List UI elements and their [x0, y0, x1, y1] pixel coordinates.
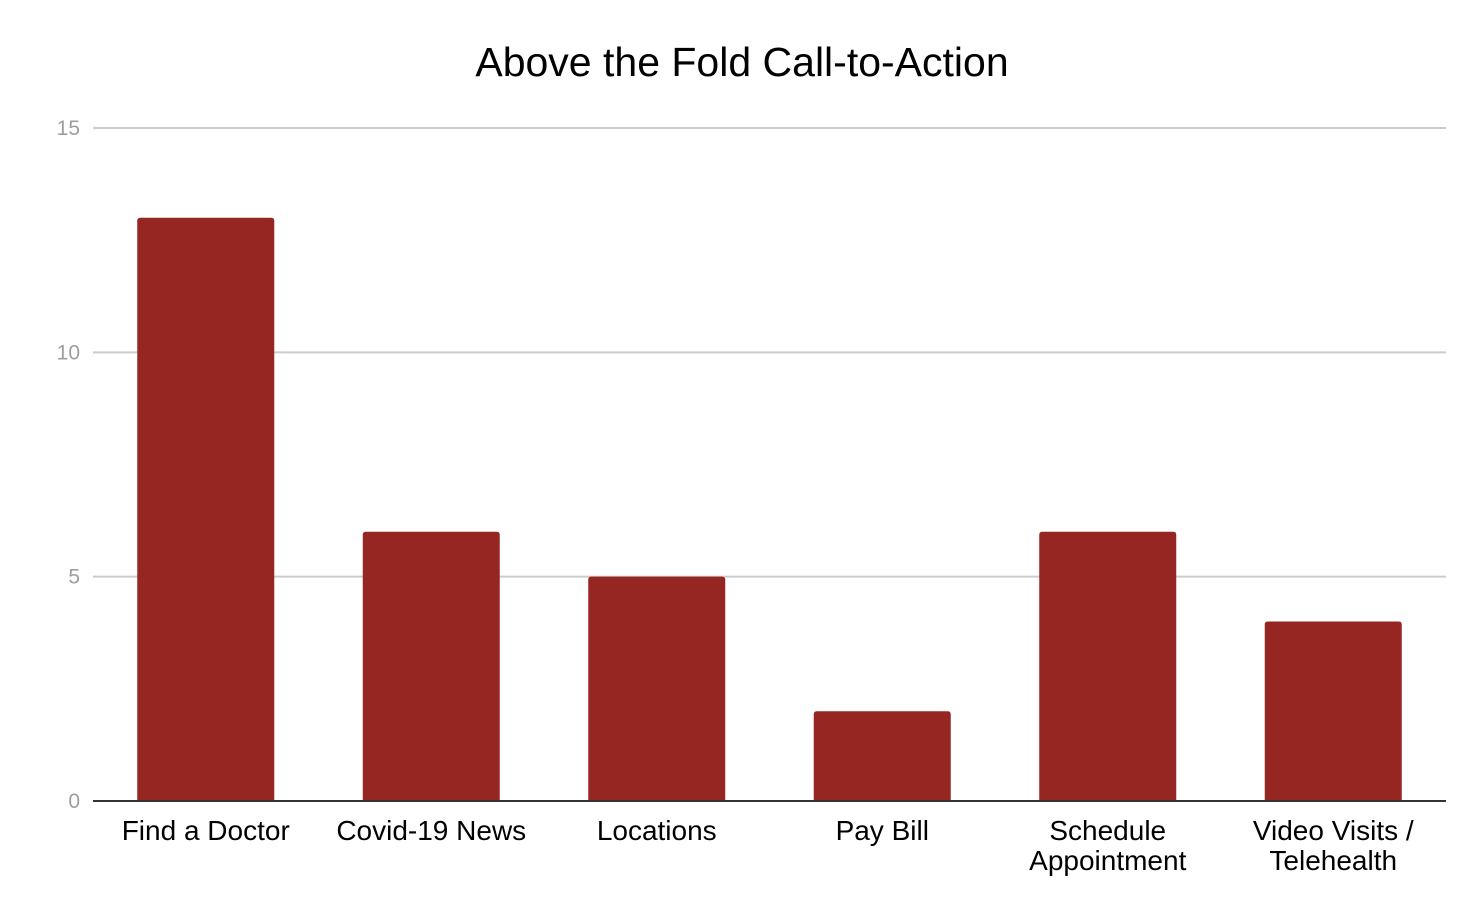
bar: [1039, 531, 1177, 801]
x-tick-label: Schedule Appointment: [1029, 815, 1186, 876]
x-tick-label-line: Covid-19 News: [336, 815, 526, 846]
y-axis-ticks: 0 5 10 15: [57, 117, 80, 813]
x-tick-label: Covid-19 News: [336, 815, 526, 846]
chart-title: Above the Fold Call-to-Action: [475, 39, 1008, 85]
x-tick-label-line: Video Visits /: [1253, 815, 1414, 846]
bar: [137, 217, 275, 801]
bar: [1264, 621, 1402, 801]
x-tick-label-line: Locations: [597, 815, 717, 846]
x-tick-label-line: Schedule: [1049, 815, 1166, 846]
bars: [137, 217, 1402, 801]
x-tick-label-line: Telehealth: [1269, 845, 1397, 876]
x-tick-label: Locations: [597, 815, 717, 846]
bar: [813, 711, 951, 801]
y-tick-label: 10: [57, 341, 80, 364]
bar: [588, 576, 726, 801]
y-tick-label: 15: [57, 117, 80, 140]
x-tick-label-line: Appointment: [1029, 845, 1186, 876]
y-tick-label: 5: [68, 566, 80, 589]
x-tick-label-line: Pay Bill: [836, 815, 929, 846]
y-tick-label: 0: [68, 790, 80, 813]
bar: [362, 531, 500, 801]
x-tick-label: Video Visits / Telehealth: [1253, 815, 1414, 876]
gridlines: [93, 127, 1446, 578]
x-tick-label: Pay Bill: [836, 815, 929, 846]
x-tick-label-line: Find a Doctor: [122, 815, 290, 846]
x-tick-label: Find a Doctor: [122, 815, 290, 846]
x-axis-ticks: Find a Doctor Covid-19 News Locations Pay B…: [122, 815, 1414, 876]
